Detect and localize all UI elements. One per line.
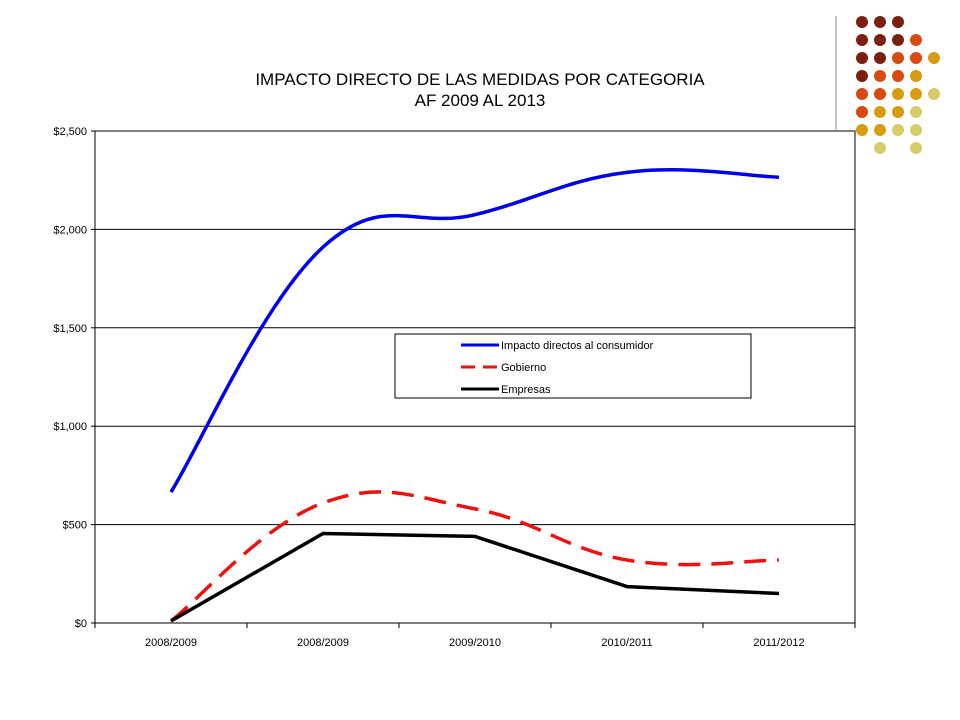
legend: Impacto directos al consumidor Gobierno Em… (394, 333, 752, 399)
y-tick-label: $1,500 (53, 323, 87, 335)
decorative-dot (856, 16, 868, 28)
y-tick-label: $1,000 (53, 421, 87, 433)
decorative-dot (874, 70, 886, 82)
decorative-dot (874, 88, 886, 100)
legend-label: Gobierno (501, 362, 546, 374)
decorative-dot (892, 124, 904, 136)
decorative-dot (910, 142, 922, 154)
legend-box (394, 333, 752, 399)
decorative-dot (874, 142, 886, 154)
x-tick-label: 2008/2009 (145, 637, 197, 649)
decorative-dot (874, 124, 886, 136)
decorative-dot (856, 52, 868, 64)
decorative-dot (892, 34, 904, 46)
y-tick-label: $2,500 (53, 126, 87, 138)
chart-subtitle: AF 2009 AL 2013 (414, 91, 546, 110)
decorative-dot (892, 52, 904, 64)
decorative-dot (856, 124, 868, 136)
y-axis-ticks: $0 $500 $1,000 $1,500 $2,000 $2,500 (53, 126, 95, 630)
x-tick-label: 2009/2010 (449, 637, 501, 649)
y-tick-label: $500 (63, 520, 87, 532)
decorative-dot (928, 88, 940, 100)
x-tick-label: 2008/2009 (297, 637, 349, 649)
decorative-dot (892, 16, 904, 28)
decorative-dot (928, 52, 940, 64)
legend-label: Empresas (501, 384, 551, 396)
grid-lines (95, 228, 855, 526)
decorative-dot (874, 16, 886, 28)
decorative-dot (856, 34, 868, 46)
decorative-dot (910, 52, 922, 64)
decorative-dot (874, 34, 886, 46)
y-tick-label: $2,000 (53, 224, 87, 236)
decorative-dot (874, 106, 886, 118)
x-tick-label: 2011/2012 (753, 637, 804, 649)
decorative-dot (910, 124, 922, 136)
decorative-dot (910, 34, 922, 46)
decorative-dot (892, 70, 904, 82)
x-tick-label: 2010/2011 (601, 637, 652, 649)
decorative-dot (892, 106, 904, 118)
chart-title: IMPACTO DIRECTO DE LAS MEDIDAS POR CATEG… (255, 70, 705, 89)
decorative-dot (892, 88, 904, 100)
x-axis-ticks: 2008/2009 2008/2009 2009/2010 2010/2011 2011… (94, 623, 856, 649)
decorative-dot (910, 70, 922, 82)
decorative-dot (856, 70, 868, 82)
series-lines (169, 168, 780, 623)
decorative-dot (910, 106, 922, 118)
decorative-dot (856, 106, 868, 118)
y-tick-label: $0 (75, 618, 87, 630)
legend-label: Impacto directos al consumidor (501, 340, 654, 352)
plot-area-border (94, 130, 856, 624)
series-line-2 (169, 490, 780, 623)
series-line-3 (170, 531, 780, 623)
decorative-dot (874, 52, 886, 64)
series-line-1 (169, 168, 780, 494)
decorative-dot (910, 88, 922, 100)
decorative-dot (856, 88, 868, 100)
